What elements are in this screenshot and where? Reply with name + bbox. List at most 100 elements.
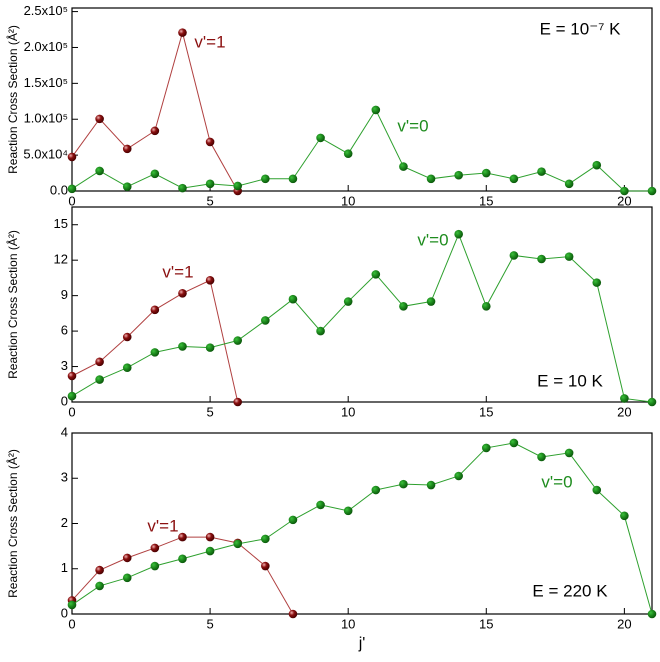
y-tick-label: 12 — [54, 252, 68, 267]
data-point — [481, 301, 491, 311]
x-tick-label: 0 — [68, 616, 75, 631]
x-tick-label: 10 — [341, 193, 355, 208]
series-label: v'=0 — [397, 116, 428, 135]
data-point — [178, 288, 187, 298]
data-point — [564, 179, 574, 189]
x-tick-label: 10 — [341, 616, 355, 631]
data-point — [150, 126, 160, 136]
data-point — [537, 167, 546, 176]
data-point — [509, 438, 519, 448]
data-point — [205, 137, 215, 147]
data-point — [150, 348, 160, 357]
data-point — [454, 170, 463, 180]
series-label: v'=1 — [162, 262, 193, 281]
data-point — [426, 297, 436, 306]
data-point — [620, 394, 629, 403]
data-point — [95, 565, 104, 575]
data-point — [261, 174, 270, 184]
data-point — [288, 174, 298, 184]
x-tick-label: 15 — [479, 616, 493, 631]
y-tick-label: 3 — [61, 358, 68, 373]
data-point — [205, 179, 215, 189]
data-point — [454, 229, 463, 239]
data-point — [592, 278, 602, 287]
data-point — [67, 371, 77, 381]
series-line — [71, 108, 652, 192]
data-point — [261, 534, 270, 544]
data-point — [399, 301, 408, 311]
data-point — [288, 609, 298, 619]
data-point — [178, 28, 187, 37]
data-point — [178, 532, 187, 542]
series-line — [71, 232, 653, 403]
data-point — [316, 500, 325, 510]
x-tick-label: 5 — [206, 193, 213, 208]
data-point — [343, 149, 353, 158]
y-axis-label: Reaction Cross Section (Å²) — [5, 25, 20, 174]
data-point — [95, 581, 104, 591]
data-point — [233, 539, 243, 549]
series-label: v'=0 — [417, 230, 448, 249]
x-tick-label: 15 — [479, 193, 493, 208]
data-point — [150, 561, 160, 571]
data-point — [95, 166, 104, 176]
data-point — [233, 397, 243, 407]
data-point — [288, 294, 298, 304]
data-point — [647, 397, 657, 407]
data-point — [261, 316, 270, 325]
y-tick-label: 5.0x10⁴ — [23, 147, 68, 162]
y-tick-label: 2.5x10⁵ — [24, 3, 68, 18]
y-tick-label: 0 — [61, 393, 68, 408]
series-label: v'=0 — [541, 472, 572, 491]
data-point — [426, 480, 436, 490]
data-point — [178, 183, 187, 193]
x-tick-label: 20 — [617, 404, 631, 419]
data-point — [509, 251, 519, 260]
y-tick-label: 1.0x10⁵ — [24, 111, 68, 126]
data-point — [288, 515, 298, 525]
data-point — [150, 305, 160, 315]
y-tick-label: 1 — [61, 560, 68, 575]
annotation: E = 10⁻⁷ K — [540, 19, 621, 38]
data-point — [564, 252, 574, 261]
data-point — [343, 297, 353, 306]
series-label: v'=1 — [194, 32, 225, 51]
y-tick-label: 0.0 — [50, 182, 68, 197]
data-point — [150, 543, 160, 553]
x-tick-label: 5 — [206, 404, 213, 419]
data-point — [122, 363, 132, 373]
data-point — [537, 452, 546, 462]
x-tick-label: 20 — [617, 193, 631, 208]
y-tick-label: 0 — [61, 605, 68, 620]
x-tick-label: 0 — [68, 404, 75, 419]
data-point — [647, 609, 657, 619]
data-point — [620, 511, 629, 521]
data-point — [178, 554, 187, 564]
data-point — [481, 168, 491, 178]
data-point — [620, 186, 629, 196]
x-tick-label: 0 — [68, 193, 75, 208]
data-point — [205, 343, 215, 352]
data-point — [95, 357, 104, 367]
data-point — [261, 561, 270, 571]
y-axis-label: Reaction Cross Section (Å²) — [5, 230, 20, 379]
data-point — [150, 169, 160, 179]
y-tick-label: 6 — [61, 323, 68, 338]
x-tick-label: 15 — [479, 404, 493, 419]
data-point — [371, 485, 381, 495]
data-point — [205, 532, 215, 542]
x-tick-label: 20 — [617, 616, 631, 631]
y-tick-label: 1.5x10⁵ — [24, 75, 68, 90]
series-label: v'=1 — [147, 516, 178, 535]
data-point — [122, 182, 132, 191]
data-point — [316, 326, 325, 336]
y-tick-label: 9 — [61, 287, 68, 302]
data-point — [122, 573, 132, 583]
data-point — [481, 443, 491, 453]
data-point — [122, 332, 132, 342]
data-point — [564, 448, 574, 458]
annotation: E = 220 K — [532, 581, 608, 600]
y-tick-label: 2.0x10⁵ — [24, 39, 68, 54]
data-point — [592, 485, 602, 495]
data-point — [95, 114, 104, 124]
